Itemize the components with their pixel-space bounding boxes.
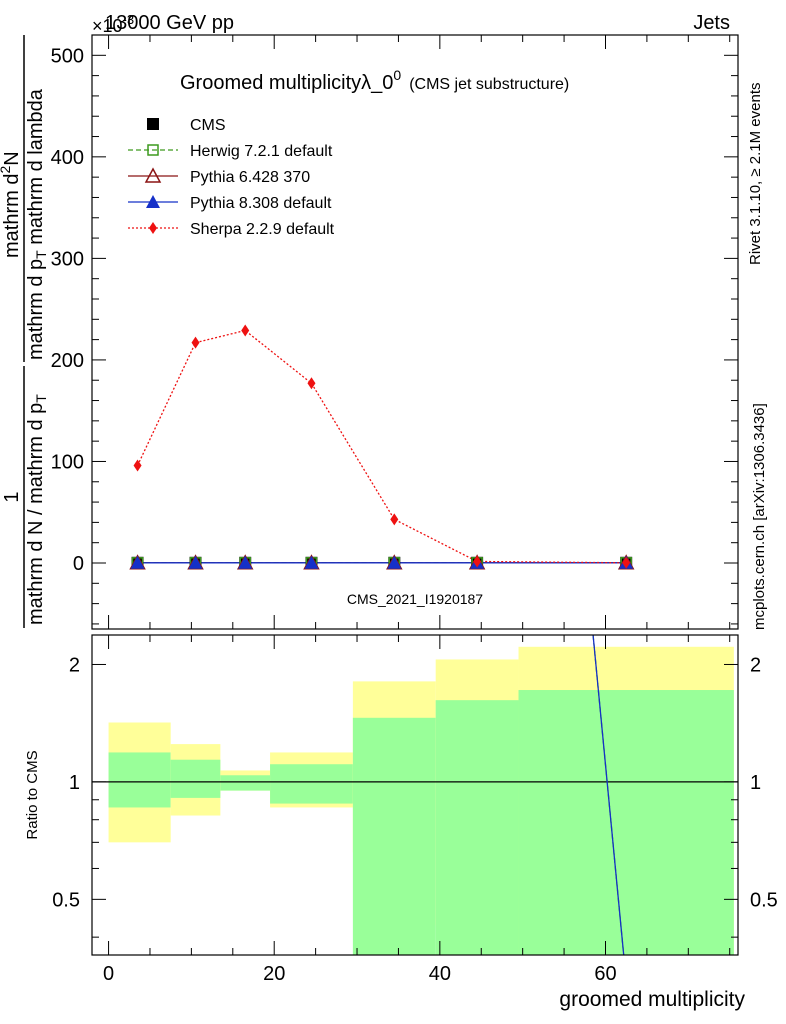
rivet-version-label: Rivet 3.1.10, ≥ 2.1M events xyxy=(747,83,764,266)
main-y-ticks: 0 100 200 300 400 500 xyxy=(51,34,738,625)
ratio-ytick-label-right: 1 xyxy=(750,772,761,794)
main-ytick-label: 500 xyxy=(51,45,84,67)
ratio-stat-band xyxy=(270,764,353,804)
data-point-pythia-8-308-default xyxy=(387,555,402,569)
legend-marker-herwig-7-2-1-default xyxy=(147,144,159,156)
legend: CMS Herwig 7.2.1 default Pythia 6.428 370 P… xyxy=(128,117,335,238)
legend-label-pythia-8-308-default: Pythia 8.308 default xyxy=(190,195,332,212)
series-line-sherpa-2-2-9-default xyxy=(136,329,627,564)
main-frame xyxy=(91,34,739,630)
main-title: Groomed multiplicityλ_00(CMS jet substru… xyxy=(180,67,569,94)
ratio-x-ticks: 0 20 40 60 xyxy=(103,635,731,985)
main-x-ticks xyxy=(108,35,731,629)
data-point-sherpa-2-2-9-default xyxy=(390,513,399,526)
xtick-label: 60 xyxy=(594,963,616,985)
data-point-sherpa-2-2-9-default xyxy=(241,324,250,337)
ratio-uncertainty-bands xyxy=(108,646,734,955)
data-point-sherpa-2-2-9-default xyxy=(133,459,142,472)
ratio-stat-band xyxy=(352,717,436,955)
legend-label-pythia-6-428-370: Pythia 6.428 370 xyxy=(190,169,310,186)
y-exponent-label: ×10-3 xyxy=(92,12,134,36)
xtick-label: 20 xyxy=(263,963,285,985)
ratio-stat-band xyxy=(435,700,519,955)
ratio-ytick-label-right: 2 xyxy=(750,654,761,676)
data-point-pythia-8-308-default xyxy=(304,555,319,569)
legend-marker-cms xyxy=(147,118,159,130)
main-series-markers xyxy=(129,324,635,570)
legend-label-sherpa-2-2-9-default: Sherpa 2.2.9 default xyxy=(190,221,335,238)
legend-marker-sherpa-2-2-9-default xyxy=(149,222,157,234)
mcplots-citation-label: mcplots.cern.ch [arXiv:1306.3436] xyxy=(751,403,768,630)
main-panel: 0 100 200 300 400 500 Groomed multiplicityλ_0… xyxy=(51,34,739,630)
y-title-numerator: mathrm d2N xyxy=(0,151,23,258)
ratio-stat-band xyxy=(220,775,271,791)
ratio-ytick-label: 2 xyxy=(69,654,80,676)
y-title-prefix-numerator: 1 xyxy=(1,491,23,502)
x-axis-title: groomed multiplicity xyxy=(559,988,745,1011)
ratio-ytick-label-right: 0.5 xyxy=(750,889,778,911)
data-point-sherpa-2-2-9-default xyxy=(307,377,316,390)
y-title-denominator: mathrm d pT mathrm d lambda xyxy=(25,88,49,360)
ratio-model-lines xyxy=(592,634,625,956)
ratio-stat-band xyxy=(518,690,734,955)
header-energy-label: 13000 GeV pp xyxy=(105,12,234,34)
ratio-ytick-label: 1 xyxy=(69,772,80,794)
ratio-y-title: Ratio to CMS xyxy=(24,750,41,839)
ratio-y-ticks: 0.5 0.5 1 1 2 2 xyxy=(52,654,778,938)
main-ytick-label: 100 xyxy=(51,451,84,473)
data-point-sherpa-2-2-9-default xyxy=(191,336,200,349)
y-title-prefix-denominator: mathrm d N / mathrm d pT xyxy=(25,394,49,625)
xtick-label: 0 xyxy=(103,963,114,985)
header-jets-label: Jets xyxy=(693,12,730,34)
xtick-label: 40 xyxy=(429,963,451,985)
ratio-frame xyxy=(91,634,739,956)
ratio-panel: 0.5 0.5 1 1 2 2 0 20 40 60 Ratio to CMS groomed … xyxy=(24,634,778,1011)
main-ytick-label: 200 xyxy=(51,350,84,372)
data-point-sherpa-2-2-9-default xyxy=(622,556,631,569)
main-y-axis-title: 1 mathrm d N / mathrm d pT mathrm d2N ma… xyxy=(0,35,49,628)
data-point-sherpa-2-2-9-default xyxy=(473,555,482,568)
main-ytick-label: 0 xyxy=(73,553,84,575)
ratio-stat-band xyxy=(170,759,221,798)
ratio-ytick-label: 0.5 xyxy=(52,889,80,911)
data-point-pythia-8-308-default xyxy=(238,555,253,569)
data-point-pythia-8-308-default xyxy=(130,555,145,569)
ratio-stat-band xyxy=(108,752,171,808)
main-ytick-label: 300 xyxy=(51,248,84,270)
main-series-lines xyxy=(136,329,627,564)
main-ytick-label: 400 xyxy=(51,147,84,169)
data-point-pythia-8-308-default xyxy=(188,555,203,569)
ratio-line-pythia xyxy=(592,634,625,956)
legend-label-herwig-7-2-1-default: Herwig 7.2.1 default xyxy=(190,143,333,160)
legend-label-cms: CMS xyxy=(190,117,226,134)
legend-marker-pythia-8-308-default xyxy=(146,195,160,208)
legend-marker-pythia-6-428-370 xyxy=(144,167,162,183)
analysis-watermark: CMS_2021_I1920187 xyxy=(347,591,483,607)
